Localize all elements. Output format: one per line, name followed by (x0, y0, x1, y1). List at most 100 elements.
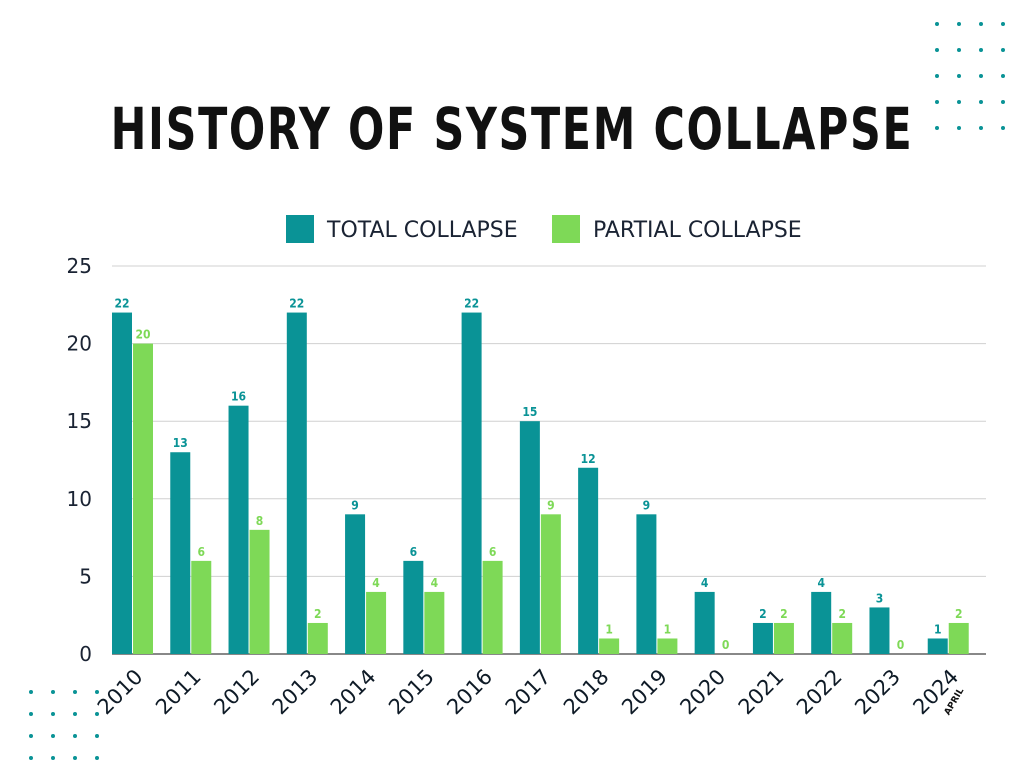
legend-swatch (286, 215, 314, 243)
bar (636, 514, 657, 654)
data-label: 8 (256, 514, 264, 528)
data-label: 22 (114, 297, 129, 311)
data-label: 2 (955, 607, 963, 621)
data-label: 6 (410, 545, 418, 559)
x-tick-label: 2015 (384, 665, 439, 720)
decor-dot (979, 74, 983, 78)
data-label: 0 (722, 638, 730, 652)
y-tick-label: 15 (67, 409, 92, 433)
decor-dot (29, 690, 33, 694)
data-label: 9 (547, 498, 555, 512)
decor-dot (29, 756, 33, 760)
y-tick-label: 5 (79, 564, 92, 588)
bar (832, 622, 853, 654)
data-label: 13 (173, 436, 188, 450)
x-tick-label: 2018 (559, 665, 614, 720)
decor-dot (979, 48, 983, 52)
y-tick-label: 25 (67, 254, 92, 278)
bar (461, 312, 482, 654)
decor-dot (73, 734, 77, 738)
decor-dot (935, 126, 939, 130)
y-tick-label: 10 (67, 487, 92, 511)
bar (170, 452, 191, 654)
bar (307, 622, 328, 654)
data-label: 16 (231, 390, 246, 404)
legend-label: PARTIAL COLLAPSE (593, 218, 802, 243)
decor-dot (73, 756, 77, 760)
bar (578, 467, 599, 654)
decor-dot (935, 48, 939, 52)
x-tick-label: 2013 (268, 665, 323, 720)
bar (366, 591, 387, 654)
data-label: 2 (314, 607, 322, 621)
bar (752, 622, 773, 654)
data-label: 1 (934, 622, 942, 636)
decor-dot (957, 48, 961, 52)
data-label: 22 (289, 297, 304, 311)
decor-dot (95, 756, 99, 760)
x-tick-label: 2012 (209, 665, 264, 720)
bar (249, 529, 270, 654)
decor-dot (957, 74, 961, 78)
bar (112, 312, 132, 654)
data-label: 4 (372, 576, 380, 590)
bar (191, 560, 212, 654)
bar (540, 514, 561, 654)
decor-dot (51, 734, 55, 738)
data-label: 20 (135, 328, 150, 342)
decor-dot (935, 22, 939, 26)
bar (345, 514, 366, 654)
bar (694, 591, 715, 654)
x-tick-label: 2011 (151, 665, 206, 720)
x-tick-label: 2016 (442, 665, 497, 720)
data-label: 3 (876, 591, 884, 605)
bar (657, 638, 678, 654)
data-label: 2 (780, 607, 788, 621)
bar (133, 343, 153, 654)
decor-dot (1001, 100, 1005, 104)
data-label: 1 (664, 622, 672, 636)
decor-dot (1001, 126, 1005, 130)
decor-dot (979, 22, 983, 26)
decor-dot (1001, 48, 1005, 52)
data-label: 6 (198, 545, 206, 559)
bar (403, 560, 424, 654)
bar (286, 312, 307, 654)
data-label: 9 (351, 498, 359, 512)
decor-dot (73, 690, 77, 694)
chart-title: HISTORY OF SYSTEM COLLAPSE (110, 95, 914, 163)
x-tick-label: 2021 (734, 665, 789, 720)
bar (599, 638, 620, 654)
bar (519, 421, 540, 654)
bar (482, 560, 503, 654)
data-label: 1 (605, 622, 613, 636)
decor-dot (95, 712, 99, 716)
data-label: 2 (759, 607, 767, 621)
x-tick-label: 2014 (326, 665, 381, 720)
decor-dot (935, 100, 939, 104)
decor-dot (95, 690, 99, 694)
bar (228, 405, 249, 654)
bar (927, 638, 948, 654)
bar (869, 607, 890, 654)
bar (948, 622, 969, 654)
data-label: 4 (817, 576, 825, 590)
legend-swatch (552, 215, 580, 243)
data-label: 6 (489, 545, 497, 559)
decor-dot (51, 690, 55, 694)
x-tick-label: 2017 (501, 665, 556, 720)
x-tick-label: 2022 (792, 665, 847, 720)
decor-dot (29, 712, 33, 716)
data-label: 12 (581, 452, 596, 466)
bar (773, 622, 794, 654)
x-tick-label: 2020 (675, 665, 730, 720)
decor-dot (1001, 22, 1005, 26)
legend-label: TOTAL COLLAPSE (326, 218, 518, 243)
decor-dot (73, 712, 77, 716)
x-tick-label: 2019 (617, 665, 672, 720)
y-tick-label: 0 (79, 642, 92, 666)
decor-dot (957, 22, 961, 26)
decor-dot (957, 126, 961, 130)
decor-dot (957, 100, 961, 104)
